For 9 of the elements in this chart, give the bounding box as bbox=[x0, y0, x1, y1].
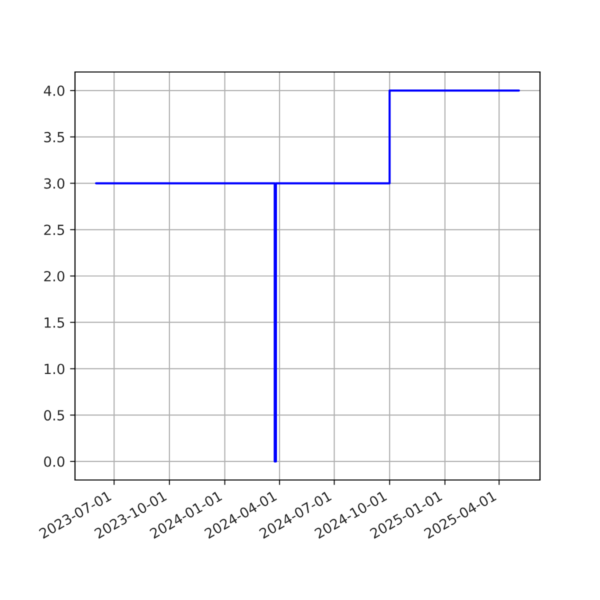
y-tick-label: 3.0 bbox=[44, 178, 64, 189]
y-tick-label: 1.5 bbox=[44, 318, 64, 328]
y-tick-label: 1.0 bbox=[44, 364, 64, 374]
y-tick-label: 0.0 bbox=[44, 456, 64, 467]
y-tick-label: 3.5 bbox=[44, 132, 64, 142]
y-tick-label: 4.0 bbox=[44, 86, 64, 96]
y-tick-label: 2.5 bbox=[44, 224, 64, 236]
y-tick-label: 2.0 bbox=[44, 270, 64, 282]
y-tick-label: 0.5 bbox=[44, 410, 64, 421]
